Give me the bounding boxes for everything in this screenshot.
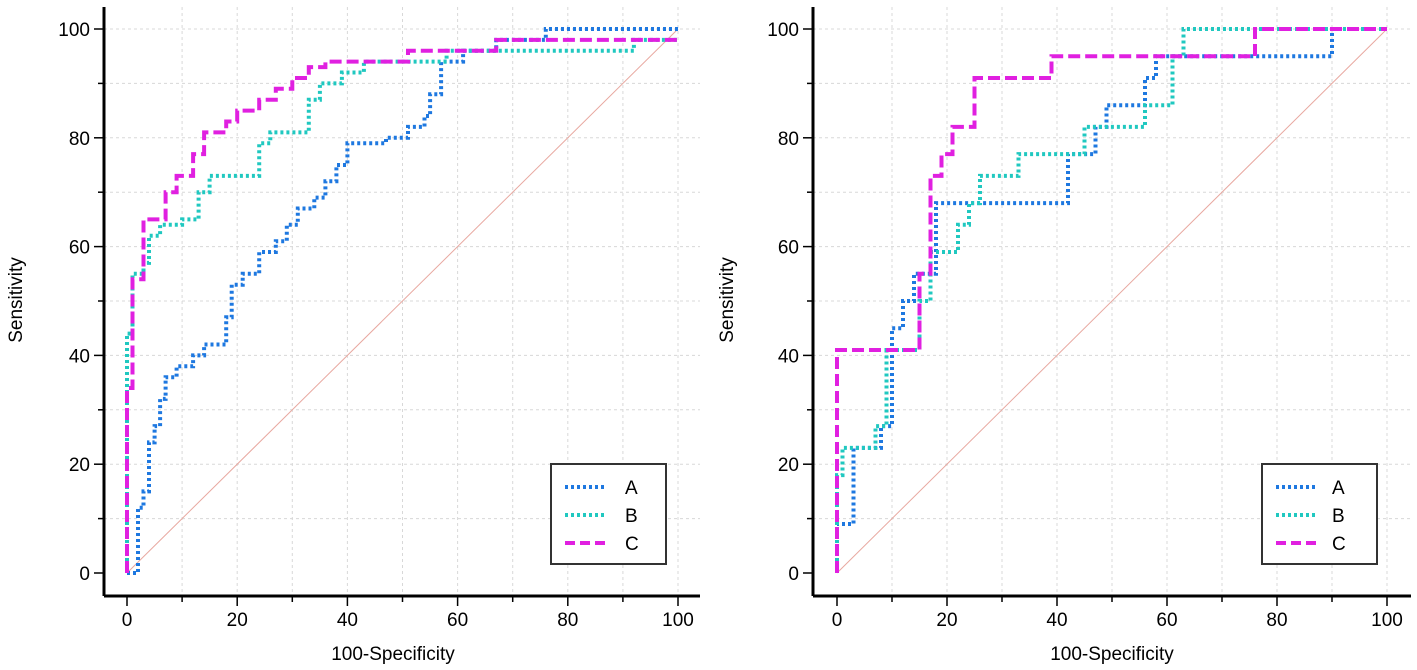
y-tick-label: 20 (69, 455, 90, 476)
y-tick-label: 0 (788, 564, 799, 585)
grid-right (813, 7, 1411, 596)
x-axis-title-left: 100-Specificity (331, 644, 455, 665)
legend-label-c-left: C (625, 534, 639, 555)
y-tick-label: 100 (58, 20, 90, 41)
legend-label-a-right: A (1332, 478, 1345, 499)
ticks-right: 0 20 40 60 80 100 0 20 40 60 80 100 (767, 20, 1403, 631)
series-line-a (127, 27, 678, 575)
x-axis-title-right: 100-Specificity (1050, 644, 1174, 665)
legend-box-left (550, 463, 667, 565)
y-axis-title-right: Sensitivity (717, 257, 738, 343)
series-layer-left (125, 27, 678, 575)
y-tick-label: 20 (778, 455, 799, 476)
x-tick-label: 20 (227, 610, 248, 631)
x-tick-label: 80 (1266, 610, 1287, 631)
series-line-b (835, 27, 1387, 573)
y-tick-label: 100 (767, 20, 799, 41)
x-tick-label: 40 (337, 610, 358, 631)
x-tick-label: 0 (122, 610, 133, 631)
ticks-left: 0 20 40 60 80 100 0 20 40 60 80 100 (58, 20, 694, 631)
x-tick-label: 60 (1156, 610, 1177, 631)
x-tick-label: 0 (832, 610, 843, 631)
legend-right: A B C (1261, 463, 1378, 565)
x-tick-label: 20 (936, 610, 957, 631)
legend-label-c-right: C (1332, 534, 1346, 555)
legend-label-b-left: B (625, 506, 638, 527)
y-tick-label: 60 (69, 238, 90, 259)
y-tick-label: 80 (778, 129, 799, 150)
reference-line-right (836, 28, 1388, 574)
roc-chart-right: 0 20 40 60 80 100 0 20 40 60 80 100 100-Specificity… (717, 7, 1411, 665)
series-line-c (835, 27, 1387, 573)
legend-left: A B C (550, 463, 667, 565)
y-tick-label: 60 (778, 238, 799, 259)
x-tick-label: 100 (1371, 610, 1403, 631)
y-tick-label: 80 (69, 129, 90, 150)
y-tick-label: 0 (79, 564, 90, 585)
x-tick-label: 100 (662, 610, 694, 631)
reference-line-left (126, 28, 679, 574)
legend-label-b-right: B (1332, 506, 1345, 527)
roc-chart-left: 0 20 40 60 80 100 0 20 40 60 80 100 100-Specificity… (6, 7, 700, 665)
legend-label-a-left: A (625, 478, 638, 499)
y-tick-label: 40 (778, 346, 799, 367)
y-tick-label: 40 (69, 346, 90, 367)
y-axis-title-left: Sensitivity (6, 257, 27, 343)
series-line-c (125, 37, 678, 573)
legend-box-right (1261, 463, 1378, 565)
x-tick-label: 40 (1046, 610, 1067, 631)
x-tick-label: 80 (557, 610, 578, 631)
series-layer-right (835, 27, 1387, 573)
x-tick-label: 60 (447, 610, 468, 631)
